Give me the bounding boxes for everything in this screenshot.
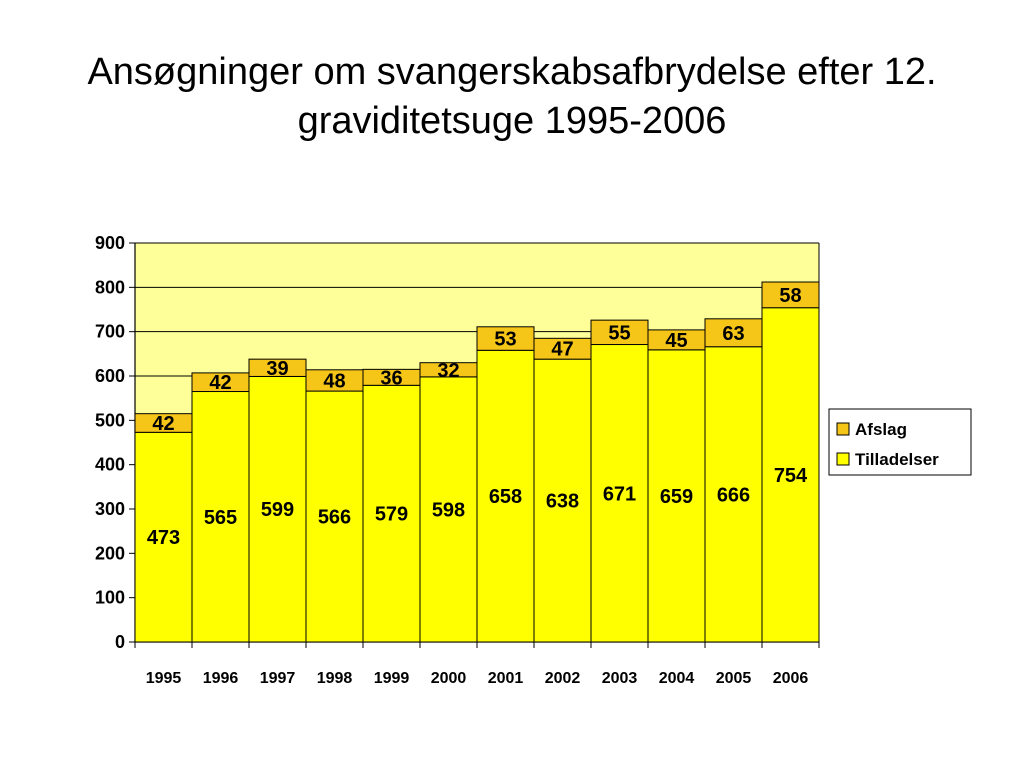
bar-afslag [248, 358, 307, 377]
data-label-tilladelser: 658 [489, 486, 522, 508]
legend-label-tilladelser: Tilladelser [855, 450, 939, 469]
x-tick-label: 2001 [488, 670, 524, 687]
data-label-tilladelser: 473 [147, 527, 180, 549]
data-label-tilladelser: 638 [546, 491, 579, 513]
bar-afslag [704, 318, 763, 348]
y-tick-label: 0 [115, 632, 125, 652]
legend-swatch-afslag [836, 422, 850, 436]
bar-tilladelser [362, 384, 421, 643]
data-label-tilladelser: 754 [774, 465, 808, 487]
x-tick-label: 2005 [716, 670, 752, 687]
x-tick-label: 1998 [317, 670, 353, 687]
data-label-afslag: 48 [323, 370, 345, 392]
bar-tilladelser [305, 390, 364, 643]
bar-tilladelser [647, 349, 706, 643]
bar-tilladelser [590, 344, 649, 643]
x-tick-label: 2004 [659, 670, 695, 687]
bar-tilladelser [134, 431, 193, 643]
data-label-tilladelser: 671 [603, 483, 636, 505]
x-tick-label: 2003 [602, 670, 638, 687]
x-tick-label: 1999 [374, 670, 410, 687]
x-tick-label: 1996 [203, 670, 239, 687]
data-label-afslag: 39 [266, 358, 288, 380]
x-tick-label: 2000 [431, 670, 467, 687]
data-label-tilladelser: 666 [717, 484, 750, 506]
bar-tilladelser [248, 375, 307, 643]
data-label-afslag: 42 [209, 372, 231, 394]
chart-title-line-1: Ansøgninger om svangerskabsafbrydelse ef… [87, 51, 937, 93]
data-label-afslag: 45 [665, 330, 687, 352]
y-tick-label: 800 [95, 277, 125, 297]
x-tick-label: 2006 [773, 670, 809, 687]
bar-afslag [590, 319, 649, 346]
y-tick-label: 900 [95, 233, 125, 253]
legend-swatch-tilladelser [836, 452, 850, 466]
y-tick-label: 200 [95, 543, 125, 563]
legend-label-afslag: Afslag [855, 420, 907, 439]
data-label-afslag: 47 [551, 339, 573, 361]
y-tick-label: 700 [95, 322, 125, 342]
data-label-tilladelser: 566 [318, 507, 351, 529]
data-label-afslag: 58 [779, 285, 801, 307]
data-label-afslag: 36 [380, 367, 402, 389]
y-tick-label: 500 [95, 410, 125, 430]
y-tick-label: 600 [95, 366, 125, 386]
bar-tilladelser [419, 376, 478, 643]
data-label-afslag: 63 [722, 323, 744, 345]
bar-afslag [761, 281, 820, 309]
chart-title-line-2: graviditetsuge 1995-2006 [297, 100, 727, 142]
data-label-tilladelser: 579 [375, 504, 408, 526]
data-label-tilladelser: 598 [432, 499, 465, 521]
y-tick-label: 100 [95, 588, 125, 608]
bar-tilladelser [476, 349, 535, 643]
x-tick-label: 1995 [146, 670, 182, 687]
bar-tilladelser [761, 307, 820, 643]
data-label-afslag: 32 [437, 360, 459, 382]
x-tick-label: 2002 [545, 670, 581, 687]
chart-title: Ansøgninger om svangerskabsafbrydelse ef… [0, 48, 1024, 146]
legend [828, 408, 972, 476]
data-label-tilladelser: 599 [261, 499, 294, 521]
data-label-afslag: 53 [494, 329, 516, 351]
data-label-tilladelser: 565 [204, 507, 237, 529]
bar-tilladelser [533, 358, 592, 643]
data-label-afslag: 55 [608, 322, 630, 344]
x-tick-label: 1997 [260, 670, 296, 687]
data-label-afslag: 42 [152, 413, 174, 435]
y-tick-label: 300 [95, 499, 125, 519]
data-label-tilladelser: 659 [660, 486, 693, 508]
y-tick-label: 400 [95, 455, 125, 475]
